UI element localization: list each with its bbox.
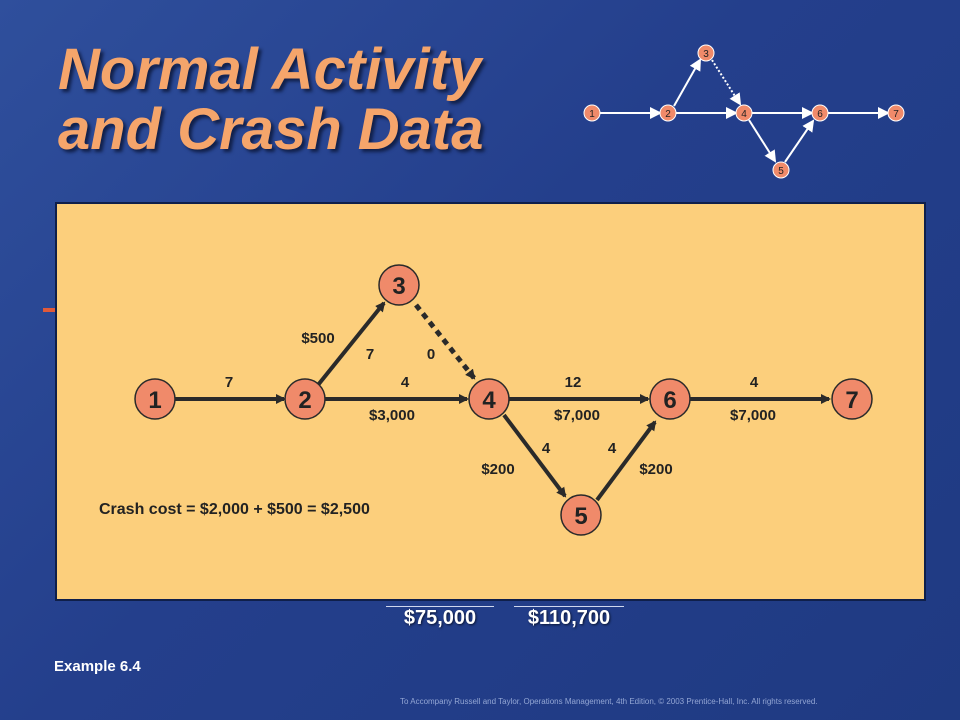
- mini-edges: [600, 58, 890, 163]
- node-4: 4: [468, 378, 510, 420]
- label-e23-duration: 7: [366, 346, 374, 363]
- svg-text:5: 5: [778, 166, 784, 177]
- svg-text:6: 6: [663, 387, 676, 414]
- title-line-2: and Crash Data: [58, 97, 484, 162]
- label-e56-duration: 4: [608, 440, 617, 457]
- svg-text:1: 1: [589, 109, 595, 120]
- svg-text:1: 1: [148, 387, 161, 414]
- edge-4-5: [502, 413, 567, 498]
- mini-node-6: 6: [811, 104, 829, 122]
- node-3: 3: [378, 264, 420, 306]
- mini-nodes: 1 2 3 4 5 6 7: [583, 44, 905, 179]
- label-e46-duration: 12: [565, 374, 582, 391]
- mini-network-diagram: 1 2 3 4 5 6 7: [583, 44, 905, 179]
- mini-node-3: 3: [697, 44, 715, 62]
- node-1: 1: [134, 378, 176, 420]
- mini-edge-4-5: [748, 119, 777, 163]
- mini-node-7: 7: [887, 104, 905, 122]
- label-e45-cost: $200: [481, 461, 514, 478]
- mini-node-4: 4: [735, 104, 753, 122]
- slide-title: Normal Activity and Crash Data: [58, 40, 483, 160]
- network-edges: [175, 301, 831, 502]
- svg-text:3: 3: [703, 49, 709, 60]
- node-6: 6: [649, 378, 691, 420]
- mini-edge-5-6: [784, 119, 815, 163]
- edge-5-6: [595, 420, 657, 502]
- mini-edge-3-4: [711, 59, 742, 106]
- label-e67-cost: $7,000: [730, 407, 776, 424]
- total-normal-cost: $75,000: [386, 606, 494, 630]
- label-e46-cost: $7,000: [554, 407, 600, 424]
- edge-labels: 7 $500 7 0 4 $3,000 12 $7,000 4 $7,000 4…: [225, 330, 776, 478]
- label-e24-duration: 4: [401, 374, 410, 391]
- edge-2-3: [316, 301, 386, 387]
- edge-3-4: [414, 303, 476, 380]
- decorative-dash: [43, 308, 55, 312]
- node-5: 5: [560, 494, 602, 536]
- total-crash-cost: $110,700: [514, 606, 624, 630]
- label-e23-cost: $500: [301, 330, 334, 347]
- node-7: 7: [831, 378, 873, 420]
- node-2: 2: [284, 378, 326, 420]
- mini-node-1: 1: [583, 104, 601, 122]
- svg-text:7: 7: [845, 387, 858, 414]
- svg-text:4: 4: [741, 109, 747, 120]
- label-e12-duration: 7: [225, 374, 233, 391]
- copyright-footer: To Accompany Russell and Taylor, Operati…: [400, 697, 818, 706]
- label-e56-cost: $200: [639, 461, 672, 478]
- svg-text:7: 7: [893, 109, 899, 120]
- crash-cost-text: Crash cost = $2,000 + $500 = $2,500: [99, 501, 370, 518]
- label-e67-duration: 4: [750, 374, 759, 391]
- title-line-1: Normal Activity: [58, 37, 482, 102]
- svg-text:2: 2: [298, 387, 311, 414]
- label-e24-cost: $3,000: [369, 407, 415, 424]
- label-e45-duration: 4: [542, 440, 551, 457]
- svg-text:5: 5: [574, 503, 587, 530]
- svg-text:6: 6: [817, 109, 823, 120]
- svg-text:3: 3: [392, 273, 405, 300]
- mini-node-2: 2: [659, 104, 677, 122]
- svg-text:2: 2: [665, 109, 671, 120]
- example-label: Example 6.4: [54, 658, 141, 675]
- svg-text:4: 4: [482, 387, 496, 414]
- label-e34-duration: 0: [427, 346, 435, 363]
- mini-node-5: 5: [772, 161, 790, 179]
- network-nodes: 1 2 3 4 5 6 7: [134, 264, 873, 536]
- mini-edge-2-3: [673, 58, 701, 107]
